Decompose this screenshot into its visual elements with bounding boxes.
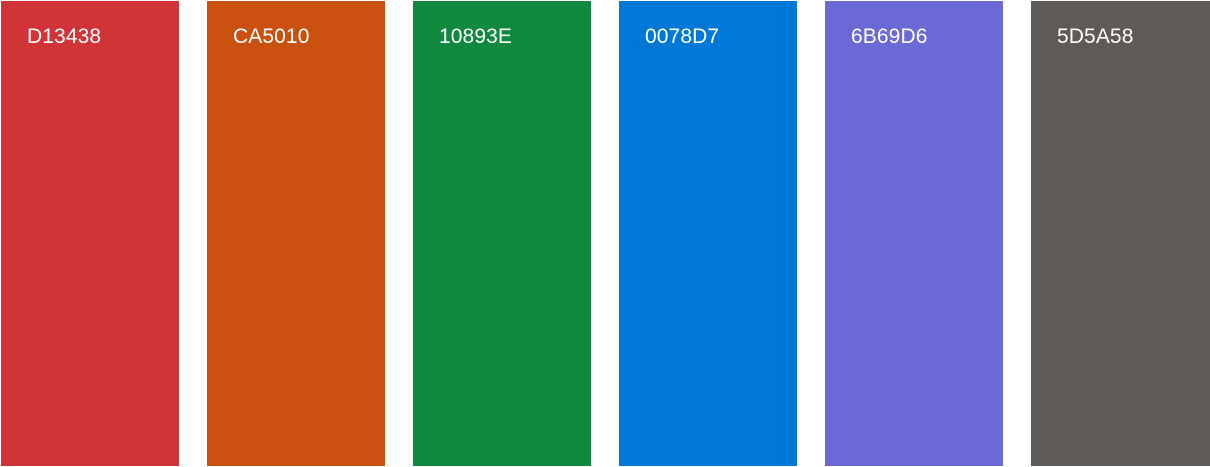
swatch-hex-label: 6B69D6: [851, 25, 928, 48]
swatch-hex-label: CA5010: [233, 25, 310, 48]
swatch-hex-label: D13438: [27, 25, 102, 48]
color-swatch-d13438: D13438: [1, 1, 179, 466]
color-swatch-6b69d6: 6B69D6: [825, 1, 1003, 466]
color-swatch-10893e: 10893E: [413, 1, 591, 466]
swatch-hex-label: 5D5A58: [1057, 25, 1134, 48]
color-swatch-0078d7: 0078D7: [619, 1, 797, 466]
swatch-hex-label: 0078D7: [645, 25, 720, 48]
color-swatch-ca5010: CA5010: [207, 1, 385, 466]
swatch-hex-label: 10893E: [439, 25, 513, 48]
color-swatch-5d5a58: 5D5A58: [1031, 1, 1210, 466]
